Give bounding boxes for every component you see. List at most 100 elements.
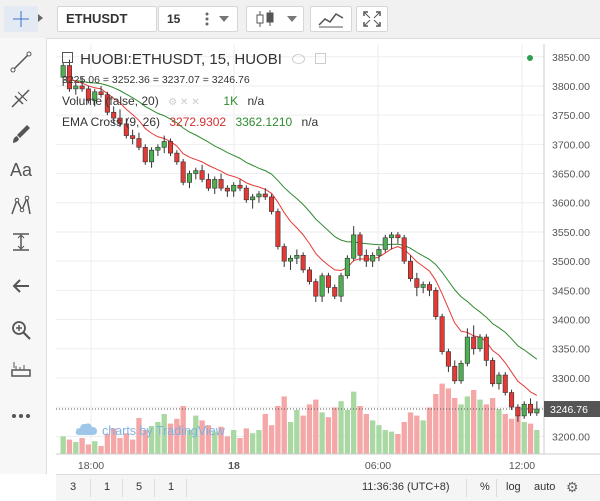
volume-settings-icon[interactable]: ⚙✕✕ <box>168 97 203 108</box>
watermark-text: charts by TradingView <box>102 424 226 438</box>
chart-type-dropdown-icon[interactable] <box>287 16 297 22</box>
volume-bar <box>281 396 287 454</box>
candle <box>79 77 85 92</box>
fullscreen-icon <box>363 11 381 27</box>
text-icon: Aa <box>9 159 33 180</box>
trendline-tool[interactable] <box>5 48 37 76</box>
candle <box>250 193 256 209</box>
log-toggle[interactable]: log <box>506 481 521 493</box>
range-3d[interactable]: 3 <box>70 481 77 493</box>
volume-bar <box>502 414 508 454</box>
price-tick: 3800.00 <box>552 81 590 93</box>
interval-dropdown-icon[interactable] <box>219 16 229 22</box>
range-5d[interactable]: 5 <box>136 481 143 493</box>
settings-icon[interactable] <box>315 53 327 64</box>
price-tick: 3200.00 <box>552 431 590 443</box>
volume-bar <box>534 430 540 454</box>
price-tick: 3300.00 <box>552 373 590 385</box>
volume-bar <box>483 404 489 454</box>
volume-bar <box>445 388 452 454</box>
pattern-tool[interactable] <box>5 192 37 220</box>
candle <box>269 193 275 215</box>
candle <box>262 188 268 200</box>
candle <box>218 173 224 192</box>
candle <box>344 255 350 279</box>
range-1y[interactable]: 1 <box>168 481 175 493</box>
candle <box>452 360 458 384</box>
crosshair-tool-button[interactable] <box>4 6 38 32</box>
candle <box>281 243 287 267</box>
volume-bar <box>66 439 73 454</box>
more-horizontal-icon <box>12 414 30 418</box>
volume-bar <box>306 404 313 454</box>
price-axis[interactable]: 3850.00 3800.00 3750.00 3700.00 3650.00 3600.… <box>543 44 600 454</box>
tool-expand-arrow[interactable] <box>38 14 43 22</box>
candle <box>123 118 129 139</box>
price-tick: 3600.00 <box>552 198 590 210</box>
volume-bar <box>60 436 66 454</box>
symbol-input[interactable]: ETHUSDT <box>57 6 157 32</box>
volume-legend[interactable]: Volume (false, 20) ⚙✕✕ 1K n/a <box>62 94 270 108</box>
percent-toggle[interactable]: % <box>480 481 490 493</box>
volume-bar <box>527 423 534 454</box>
price-tick: 3400.00 <box>552 315 590 327</box>
price-chart[interactable]: 3850.00 3800.00 3750.00 3700.00 3650.00 3600.… <box>56 44 600 474</box>
candle <box>521 401 527 419</box>
cloud-logo-icon <box>75 423 97 435</box>
ruler-lock-tool[interactable] <box>5 354 37 382</box>
chart-type-button[interactable] <box>246 6 304 32</box>
candle <box>66 59 72 92</box>
candle <box>231 182 237 197</box>
candle <box>186 170 192 189</box>
more-vertical-icon[interactable] <box>201 11 213 27</box>
collapse-icon[interactable] <box>62 52 73 63</box>
trendline-icon <box>10 51 32 73</box>
candle <box>212 176 218 194</box>
last-price-label: 3246.76 <box>550 404 588 416</box>
candle <box>325 272 331 294</box>
range-1m[interactable]: 1 <box>104 481 111 493</box>
ema-lines <box>62 74 538 396</box>
eye-icon[interactable] <box>292 54 306 64</box>
ema-legend[interactable]: EMA Cross (9, 26) 3272.9302 3362.1210 n/… <box>62 115 324 129</box>
candle <box>408 255 414 282</box>
price-tick: 3750.00 <box>552 110 590 122</box>
back-tool[interactable] <box>5 272 37 300</box>
price-tick: 3500.00 <box>552 256 590 268</box>
zoom-tool[interactable] <box>5 316 37 344</box>
volume-bar <box>496 409 502 454</box>
zoom-in-icon <box>12 321 31 340</box>
gear-icon[interactable]: ⚙ <box>566 479 579 495</box>
volume-bar <box>521 422 527 454</box>
candle <box>85 85 91 104</box>
candle <box>389 231 395 250</box>
indicators-button[interactable] <box>310 6 352 32</box>
brush-tool[interactable] <box>5 120 37 148</box>
main-series-legend[interactable]: HUOBI:ETHUSDT, 15, HUOBI <box>62 51 332 68</box>
interval-selector[interactable]: 15 <box>158 6 238 32</box>
volume-bar <box>243 428 249 454</box>
fullscreen-button[interactable] <box>356 6 388 32</box>
ema-slow-line <box>63 79 538 360</box>
measure-tool[interactable] <box>5 228 37 256</box>
candle <box>174 150 180 165</box>
volume-bar <box>325 417 332 454</box>
volume-bar <box>73 442 79 454</box>
candle <box>98 85 104 98</box>
text-tool[interactable]: Aa <box>5 156 37 184</box>
candle <box>142 144 148 165</box>
candle <box>433 287 439 320</box>
auto-toggle[interactable]: auto <box>534 481 556 493</box>
ema-na: n/a <box>301 115 319 129</box>
price-tick: 3700.00 <box>552 139 590 151</box>
volume-bar <box>313 399 319 454</box>
volume-bar <box>458 404 464 454</box>
volume-bar <box>407 412 414 454</box>
candle <box>477 334 483 352</box>
pitchfork-tool[interactable] <box>5 84 37 112</box>
time-axis[interactable]: 18:00 18 06:00 12:00 <box>56 453 600 472</box>
volume-bar <box>231 430 237 454</box>
more-tools-button[interactable] <box>5 402 37 430</box>
volume-bar <box>167 423 174 454</box>
volume-bar <box>98 446 104 454</box>
